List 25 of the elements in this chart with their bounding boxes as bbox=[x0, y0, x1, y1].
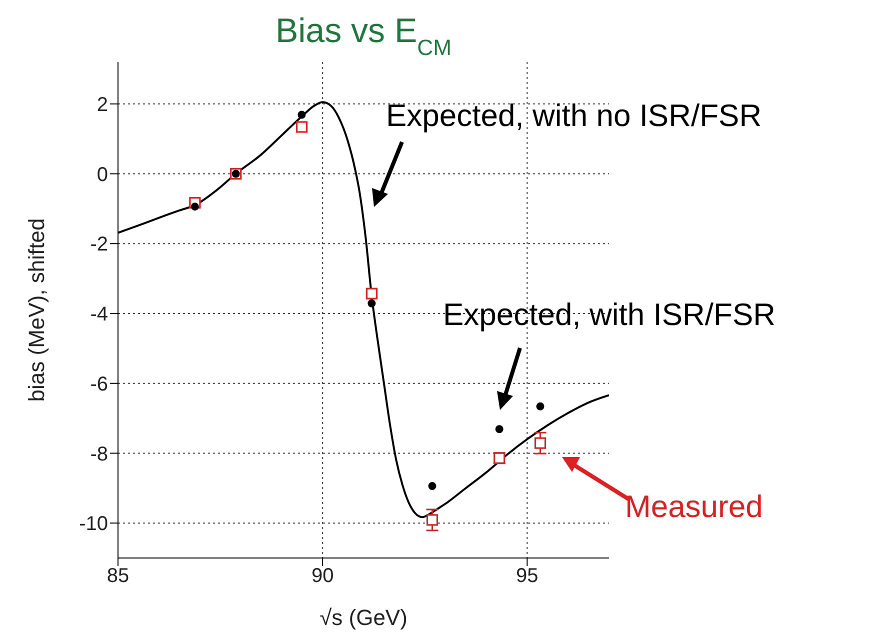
point bbox=[536, 402, 544, 410]
text: Measured bbox=[625, 489, 763, 524]
x-tick-label: 85 bbox=[106, 565, 130, 588]
y-tick-label: 0 bbox=[96, 164, 108, 186]
y-tick-label: 2 bbox=[96, 94, 108, 116]
x-tick-label: 90 bbox=[311, 565, 334, 588]
y-axis-title: bias (MeV), shifted bbox=[24, 218, 49, 402]
annotation: Expected, with no ISR/FSR bbox=[386, 98, 762, 133]
y-tick-label: -10 bbox=[79, 513, 108, 536]
point bbox=[428, 482, 436, 490]
y-tick-label: -4 bbox=[90, 304, 108, 326]
annotation: Expected, with ISR/FSR bbox=[443, 297, 776, 332]
y-tick-label: -2 bbox=[90, 234, 108, 256]
x-tick-label: 95 bbox=[516, 565, 538, 588]
point bbox=[426, 514, 438, 526]
point bbox=[534, 437, 546, 449]
x-axis-title: √s (GeV) bbox=[320, 605, 408, 630]
point bbox=[298, 110, 306, 119]
point bbox=[495, 425, 504, 434]
y-tick-label: -6 bbox=[90, 373, 108, 396]
point bbox=[366, 288, 378, 300]
chart-title: Bias vs E$_{CM}$ bbox=[275, 12, 452, 60]
point bbox=[296, 121, 308, 133]
point bbox=[368, 299, 376, 308]
y-tick-label: -8 bbox=[90, 443, 108, 466]
